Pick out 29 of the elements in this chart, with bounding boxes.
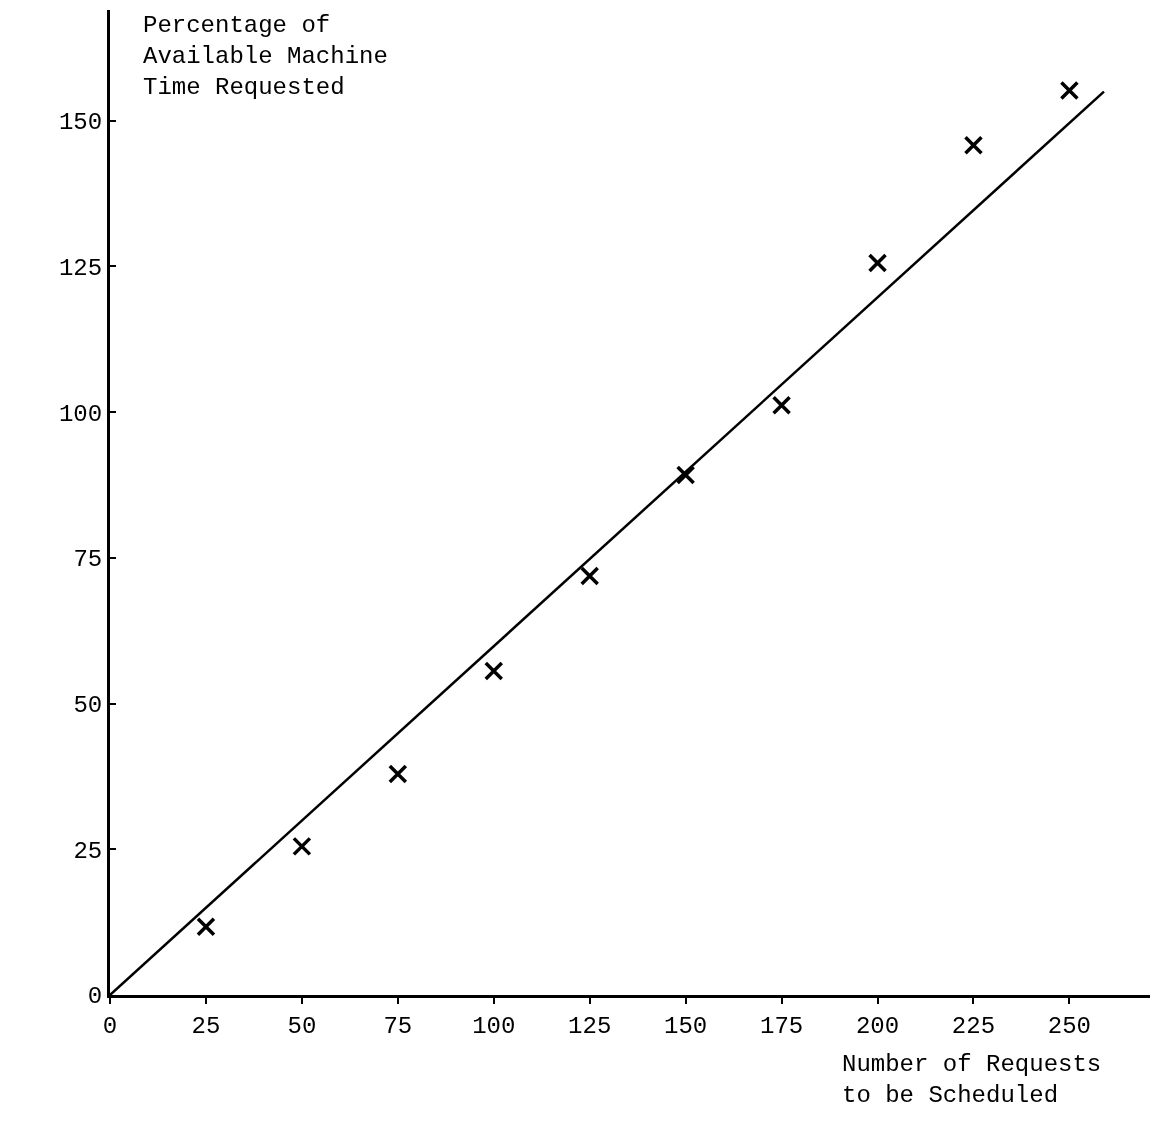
point [963,135,984,155]
y-tick-label: 100 [58,400,103,428]
x-tick-label: 75 [383,1012,413,1040]
y-axis-title: Percentage of Available Machine Time Requested [143,12,388,102]
x-tick-label: 25 [191,1012,221,1040]
point [196,917,216,937]
x-tick-label: 200 [855,1012,900,1040]
point [675,465,696,485]
x-tick-label: 150 [664,1012,708,1040]
point [484,661,504,681]
y-tick-label: 50 [73,691,103,719]
x-tick-label: 175 [759,1012,804,1040]
y-tick-label: 25 [73,837,103,865]
point [1059,80,1080,101]
x-tick-label: 100 [472,1012,516,1040]
x-axis-title: Number of Requests to be Scheduled [842,1051,1102,1110]
x-tick-label: 225 [951,1012,996,1040]
point [388,764,408,784]
point [867,253,888,273]
y-tick-label: 150 [58,109,103,137]
y-tick-label: 125 [58,254,103,282]
x-tick-label: 125 [568,1012,612,1040]
y-tick-label: 75 [73,546,103,574]
y-tick-label: 0 [87,983,103,1011]
point [579,566,600,586]
point [292,836,312,857]
x-tick-label: 50 [287,1012,317,1040]
x-tick-label: 250 [1047,1012,1092,1040]
point [771,395,792,415]
